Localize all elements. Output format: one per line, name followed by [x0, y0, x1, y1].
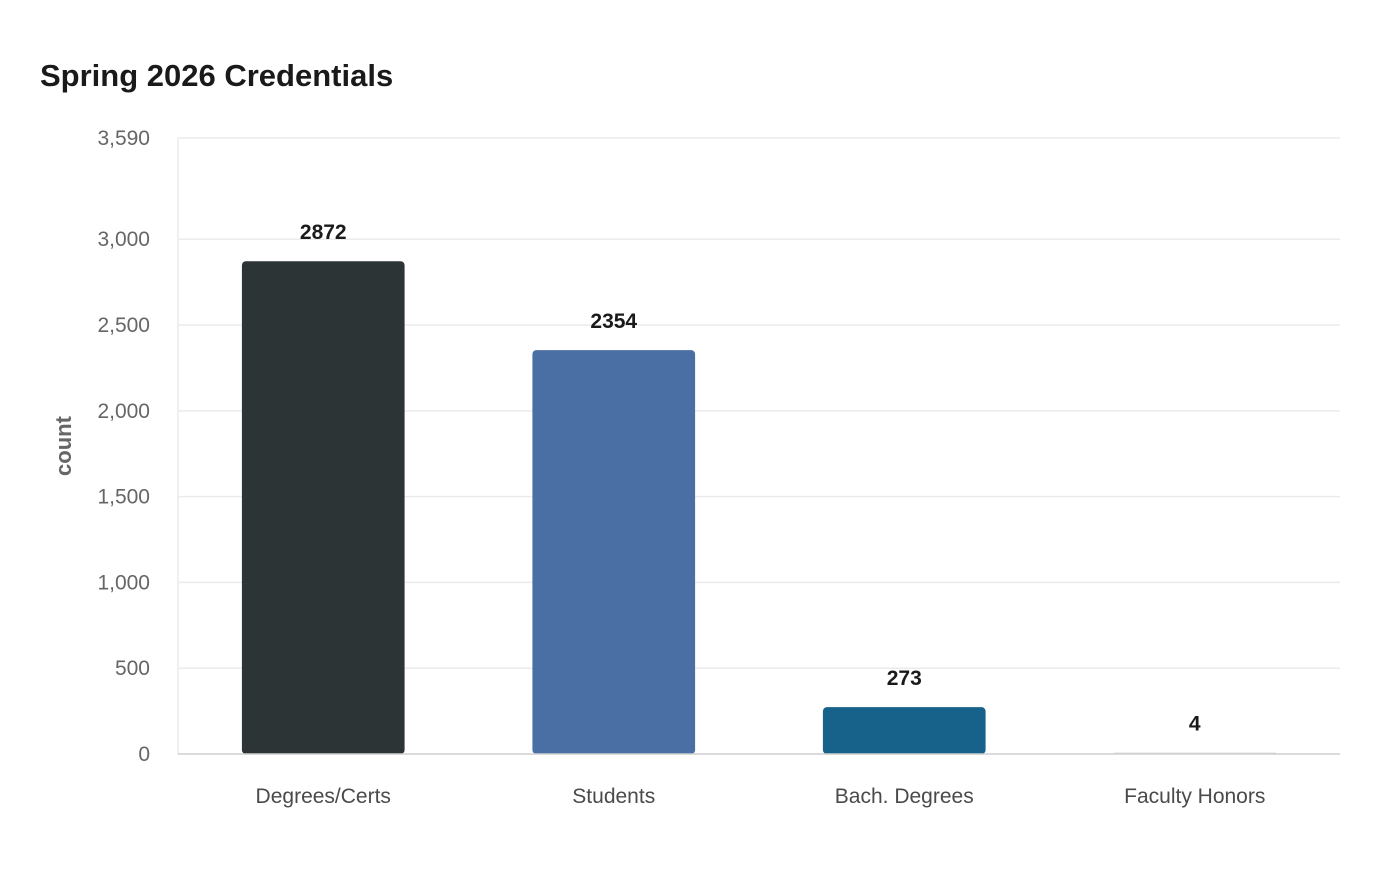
y-tick-label: 1,000 — [97, 571, 150, 594]
bar — [532, 350, 696, 754]
y-axis-title: count — [51, 415, 76, 476]
data-label: 273 — [887, 667, 922, 690]
x-tick-label: Faculty Honors — [1124, 785, 1265, 808]
y-tick-label: 1,500 — [97, 486, 150, 509]
chart-title: Spring 2026 Credentials — [40, 58, 394, 93]
x-tick-label: Students — [572, 785, 655, 808]
y-tick-label: 3,590 — [97, 127, 150, 150]
bar — [822, 707, 986, 754]
axes — [177, 138, 1340, 755]
y-tick-label: 2,500 — [97, 314, 150, 337]
data-label: 4 — [1189, 713, 1201, 736]
x-tick-label: Degrees/Certs — [256, 785, 391, 808]
data-label: 2354 — [590, 310, 637, 333]
labels: 0 500 1,000 1,500 2,000 2,500 3,000 3,590 2872 De… — [97, 127, 1265, 808]
y-tick-label: 500 — [115, 657, 150, 680]
x-tick-label: Bach. Degrees — [835, 785, 974, 808]
bars — [241, 261, 1277, 754]
y-tick-label: 2,000 — [97, 400, 150, 423]
y-tick-label: 3,000 — [97, 228, 150, 251]
y-tick-label: 0 — [138, 743, 150, 766]
bar — [241, 261, 405, 754]
data-label: 2872 — [300, 221, 347, 244]
